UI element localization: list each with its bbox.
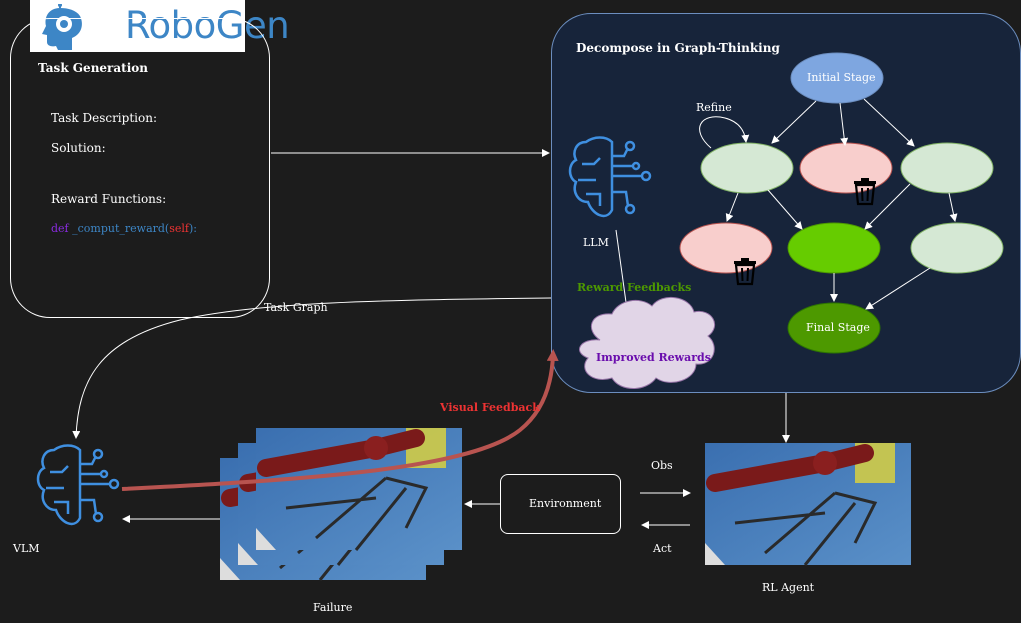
task-description-label: Task Description: <box>51 111 157 125</box>
final-stage-label: Final Stage <box>806 321 870 334</box>
task-generation-panel <box>10 18 270 318</box>
reward-code-line: def _comput_reward(self): <box>51 222 197 235</box>
reward-feedbacks-label: Reward Feedbacks <box>577 281 692 294</box>
solution-label: Solution: <box>51 141 106 155</box>
robogen-logo: RoboGen <box>30 0 290 52</box>
reward-functions-label: Reward Functions: <box>51 192 167 206</box>
stage-node-discarded-2 <box>679 222 773 274</box>
act-label: Act <box>653 542 672 555</box>
trash-icon <box>854 178 876 206</box>
code-function-name: _comput_reward( <box>72 222 170 235</box>
visual-feedback-arrow <box>121 349 559 491</box>
initial-stage-node <box>790 52 884 104</box>
initial-stage-label: Initial Stage <box>807 71 876 84</box>
rl-agent-image <box>705 443 911 565</box>
stage-node-left <box>700 142 794 194</box>
environment-label: Environment <box>529 497 602 510</box>
improved-rewards-label: Improved Rewards <box>596 351 711 364</box>
code-def-keyword: def <box>51 222 69 235</box>
stage-node-right <box>900 142 994 194</box>
brain-circuit-icon <box>568 136 652 218</box>
visual-feedback-label: Visual Feedback <box>440 401 540 414</box>
vlm-label: VLM <box>13 542 40 555</box>
improved-rewards-cloud <box>579 297 715 389</box>
stage-node-active <box>787 222 881 274</box>
code-close: ): <box>188 222 197 235</box>
graph-edges <box>72 98 958 529</box>
refine-label: Refine <box>696 101 732 114</box>
task-generation-title: Task Generation <box>38 61 148 75</box>
code-self: self <box>169 222 189 235</box>
stage-node-right-lower <box>910 222 1004 274</box>
graph-panel-title: Decompose in Graph-Thinking <box>576 41 780 55</box>
obs-label: Obs <box>651 459 673 472</box>
failure-image-stack <box>220 428 462 580</box>
stage-node-discarded-1 <box>799 142 893 194</box>
brain-circuit-icon <box>36 444 120 526</box>
environment-box <box>500 474 621 534</box>
trash-icon <box>734 258 756 286</box>
final-stage-node <box>787 302 881 354</box>
rl-agent-label: RL Agent <box>762 581 815 594</box>
llm-label: LLM <box>583 236 609 249</box>
failure-label: Failure <box>313 601 353 614</box>
task-graph-label: Task Graph <box>264 301 328 314</box>
